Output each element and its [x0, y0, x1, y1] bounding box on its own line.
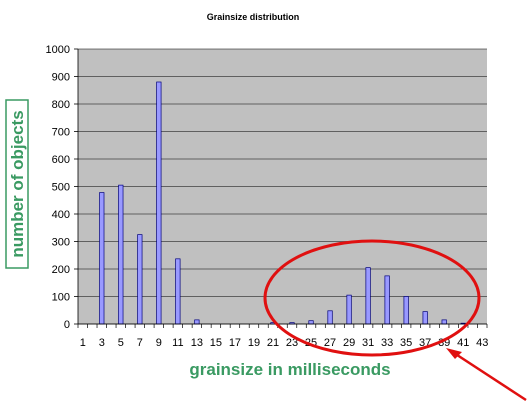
x-tick-label: 43	[476, 337, 488, 349]
bar-31	[365, 267, 371, 325]
y-axis-label: number of objects	[8, 110, 27, 257]
bar-9	[156, 81, 162, 325]
y-tick-label: 300	[52, 237, 70, 249]
bar-37	[422, 311, 428, 325]
bars	[99, 81, 466, 325]
x-tick-label: 9	[156, 337, 162, 349]
bar-29	[346, 294, 352, 325]
y-tick-label: 700	[52, 127, 70, 139]
bar-35	[403, 296, 409, 325]
x-axis-ticks: 1 3 5 7 9 11 13 15 17 19 21 23 25 27 29 31 33 35 37 39 41 43	[77, 323, 488, 349]
y-tick-label: 500	[52, 182, 70, 194]
x-tick-label: 21	[267, 337, 279, 349]
y-tick-label: 900	[52, 72, 70, 84]
y-axis-label-box	[5, 99, 29, 269]
y-tick-label: 800	[52, 99, 70, 111]
x-tick-label: 29	[343, 337, 355, 349]
x-tick-label: 1	[80, 337, 86, 349]
bar-3	[99, 192, 105, 325]
chart-title: Grainsize distribution	[207, 12, 300, 22]
bar-25	[308, 320, 314, 325]
x-tick-label: 23	[286, 337, 298, 349]
annotation-arrow-line	[450, 349, 527, 402]
annotation-arrow-head	[446, 348, 462, 359]
bar-33	[384, 275, 390, 325]
bar-39	[441, 319, 447, 325]
annotation-ellipse	[263, 239, 481, 357]
grid-lines	[78, 48, 487, 325]
x-tick-label: 11	[172, 337, 183, 349]
x-tick-label: 19	[248, 337, 260, 349]
bar-13	[194, 319, 200, 325]
y-axis-ticks: 0 100 200 300 400 500 600 700 800 900 1000	[46, 44, 79, 331]
x-tick-label: 5	[118, 337, 124, 349]
y-tick-label: 400	[52, 209, 70, 221]
x-tick-label: 17	[229, 337, 241, 349]
x-tick-label: 31	[362, 337, 374, 349]
bar-11	[175, 258, 181, 325]
x-tick-label: 41	[457, 337, 469, 349]
y-tick-label: 200	[52, 264, 70, 276]
bar-7	[137, 234, 143, 325]
x-axis-label: grainsize in milliseconds	[189, 360, 390, 379]
x-tick-label: 3	[99, 337, 105, 349]
x-tick-label: 7	[137, 337, 143, 349]
x-tick-label: 33	[381, 337, 393, 349]
bar-27	[327, 310, 333, 325]
x-tick-label: 27	[324, 337, 336, 349]
x-tick-label: 35	[400, 337, 412, 349]
x-tick-label: 13	[191, 337, 203, 349]
x-tick-label: 15	[210, 337, 222, 349]
y-tick-label: 0	[64, 319, 70, 331]
y-tick-label: 1000	[46, 44, 70, 56]
y-tick-label: 600	[52, 154, 70, 166]
y-tick-label: 100	[52, 292, 70, 304]
bar-5	[118, 184, 124, 325]
